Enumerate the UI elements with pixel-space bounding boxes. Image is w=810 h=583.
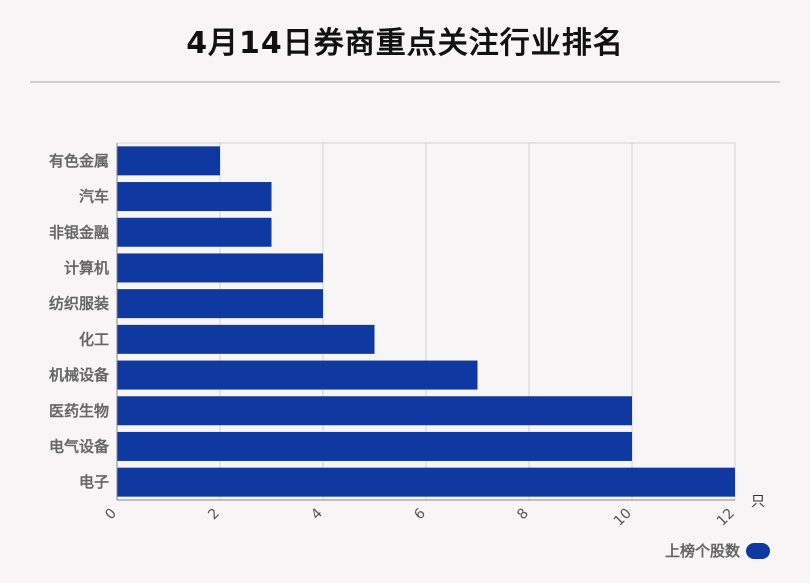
- chart-title: 4月14日券商重点关注行业排名: [186, 26, 624, 61]
- x-tick-label: 6: [411, 505, 429, 523]
- bar: [117, 324, 375, 354]
- legend-swatch: [746, 542, 770, 559]
- category-label: 化工: [79, 330, 109, 348]
- bar: [117, 289, 323, 319]
- x-tick-label: 0: [102, 506, 120, 524]
- category-label: 电子: [79, 473, 109, 491]
- category-label: 纺织服装: [49, 295, 110, 313]
- category-label: 汽车: [79, 188, 109, 206]
- category-label: 非银金融: [49, 223, 109, 241]
- x-unit-label: 只: [751, 494, 765, 510]
- bar: [117, 396, 632, 426]
- bar: [117, 431, 632, 461]
- bar: [117, 253, 323, 283]
- category-label: 机械设备: [49, 366, 110, 384]
- legend[interactable]: 上榜个股数: [665, 540, 770, 561]
- bar: [117, 146, 220, 176]
- x-tick-label: 12: [714, 506, 738, 530]
- category-label: 医药生物: [49, 402, 109, 420]
- legend-label: 上榜个股数: [664, 542, 740, 560]
- title-divider: [30, 81, 780, 83]
- category-label: 有色金属: [49, 152, 109, 170]
- bar: [117, 360, 478, 390]
- category-label: 计算机: [64, 259, 109, 277]
- x-tick-label: 10: [611, 506, 635, 530]
- bar: [117, 217, 272, 247]
- bar: [117, 182, 272, 212]
- bar: [117, 467, 735, 497]
- x-tick-label: 2: [205, 506, 223, 524]
- x-tick-label: 4: [308, 505, 326, 523]
- x-tick-label: 8: [514, 506, 532, 524]
- category-label: 电气设备: [49, 437, 110, 455]
